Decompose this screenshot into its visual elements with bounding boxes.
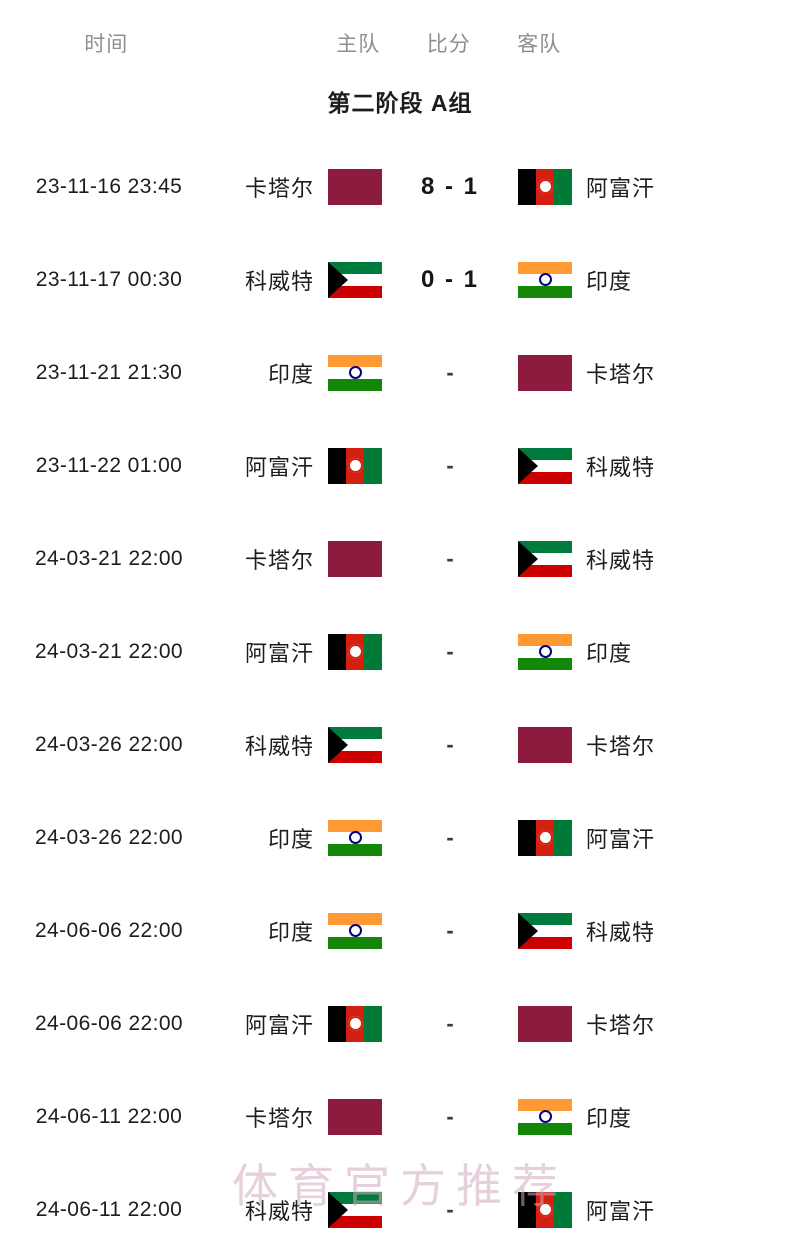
flag-india-icon: [328, 819, 382, 856]
match-time: 24-06-06 22:00: [34, 1011, 184, 1035]
table-row[interactable]: 23-11-21 21:30 印度 - 卡塔尔: [0, 326, 800, 419]
flag-india-icon: [328, 354, 382, 391]
header-home-team: 主队: [336, 33, 381, 56]
match-score: -: [446, 545, 454, 571]
home-team-name: 卡塔尔: [244, 1105, 314, 1131]
home-team-name: 科威特: [244, 268, 314, 294]
home-team-name: 科威特: [244, 733, 314, 759]
flag-afghanistan-icon: [518, 819, 572, 856]
away-team-name: 科威特: [586, 919, 656, 945]
table-row[interactable]: 24-03-21 22:00 阿富汗 - 印度: [0, 605, 800, 698]
flag-afghanistan-icon: [518, 168, 572, 205]
table-row[interactable]: 23-11-22 01:00 阿富汗 - 科威特: [0, 419, 800, 512]
match-score: -: [446, 452, 454, 478]
match-score: -: [446, 1103, 454, 1129]
match-time: 24-03-21 22:00: [34, 546, 184, 570]
match-score: -: [446, 917, 454, 943]
match-time: 23-11-22 01:00: [35, 453, 183, 477]
home-team-name: 科威特: [244, 1198, 314, 1224]
flag-kuwait-icon: [328, 261, 382, 298]
flag-qatar-icon: [518, 354, 572, 391]
flag-afghanistan-icon: [328, 447, 382, 484]
home-team-name: 印度: [267, 919, 314, 945]
table-header: 时间 主队 比分 客队: [0, 0, 800, 78]
match-time: 23-11-21 21:30: [35, 360, 183, 384]
header-time: 时间: [84, 33, 129, 56]
home-team-name: 印度: [267, 361, 314, 387]
match-score: -: [446, 1010, 454, 1036]
away-team-name: 卡塔尔: [586, 733, 656, 759]
flag-qatar-icon: [328, 168, 382, 205]
away-team-name: 阿富汗: [586, 826, 656, 852]
home-team-name: 阿富汗: [244, 454, 314, 480]
table-row[interactable]: 23-11-17 00:30 科威特 0 - 1 印度: [0, 233, 800, 326]
match-score: -: [446, 359, 454, 385]
home-team-name: 阿富汗: [244, 1012, 314, 1038]
flag-india-icon: [518, 633, 572, 670]
flag-kuwait-icon: [328, 1191, 382, 1228]
table-row[interactable]: 24-06-06 22:00 阿富汗 - 卡塔尔: [0, 977, 800, 1070]
header-score: 比分: [426, 33, 471, 56]
match-score: -: [446, 1196, 454, 1222]
flag-afghanistan-icon: [328, 633, 382, 670]
flag-qatar-icon: [518, 726, 572, 763]
match-list: 23-11-16 23:45 卡塔尔 8 - 1 阿富汗 23-11-17 00:30 科…: [0, 140, 800, 1256]
match-time: 24-03-21 22:00: [34, 639, 184, 663]
away-team-name: 阿富汗: [586, 1198, 656, 1224]
group-title: 第二阶段 A组: [327, 90, 473, 116]
match-score: -: [446, 824, 454, 850]
away-team-name: 科威特: [586, 454, 656, 480]
match-score: 8 - 1: [420, 172, 480, 200]
away-team-name: 印度: [586, 268, 633, 294]
flag-kuwait-icon: [328, 726, 382, 763]
flag-qatar-icon: [328, 1098, 382, 1135]
header-away-team: 客队: [517, 33, 562, 56]
table-row[interactable]: 24-06-06 22:00 印度 - 科威特: [0, 884, 800, 977]
home-team-name: 卡塔尔: [244, 547, 314, 573]
match-score: 0 - 1: [420, 265, 480, 293]
match-time: 23-11-17 00:30: [35, 267, 183, 291]
match-time: 24-03-26 22:00: [34, 825, 184, 849]
table-row[interactable]: 23-11-16 23:45 卡塔尔 8 - 1 阿富汗: [0, 140, 800, 233]
flag-india-icon: [328, 912, 382, 949]
match-time: 24-06-11 22:00: [35, 1104, 183, 1128]
table-row[interactable]: 24-06-11 22:00 卡塔尔 - 印度: [0, 1070, 800, 1163]
flag-india-icon: [518, 1098, 572, 1135]
away-team-name: 印度: [586, 1105, 633, 1131]
away-team-name: 卡塔尔: [586, 361, 656, 387]
away-team-name: 卡塔尔: [586, 1012, 656, 1038]
flag-afghanistan-icon: [518, 1191, 572, 1228]
home-team-name: 印度: [267, 826, 314, 852]
match-score: -: [446, 638, 454, 664]
flag-kuwait-icon: [518, 912, 572, 949]
away-team-name: 印度: [586, 640, 633, 666]
flag-qatar-icon: [518, 1005, 572, 1042]
home-team-name: 阿富汗: [244, 640, 314, 666]
away-team-name: 阿富汗: [586, 175, 656, 201]
flag-afghanistan-icon: [328, 1005, 382, 1042]
table-row[interactable]: 24-03-21 22:00 卡塔尔 - 科威特: [0, 512, 800, 605]
match-score: -: [446, 731, 454, 757]
flag-kuwait-icon: [518, 447, 572, 484]
match-time: 24-03-26 22:00: [34, 732, 184, 756]
match-time: 24-06-11 22:00: [35, 1197, 183, 1221]
match-time: 23-11-16 23:45: [35, 174, 183, 198]
flag-kuwait-icon: [518, 540, 572, 577]
away-team-name: 科威特: [586, 547, 656, 573]
flag-india-icon: [518, 261, 572, 298]
match-time: 24-06-06 22:00: [34, 918, 184, 942]
home-team-name: 卡塔尔: [244, 175, 314, 201]
flag-qatar-icon: [328, 540, 382, 577]
table-row[interactable]: 24-06-11 22:00 科威特 - 阿富汗: [0, 1163, 800, 1256]
table-row[interactable]: 24-03-26 22:00 印度 - 阿富汗: [0, 791, 800, 884]
table-row[interactable]: 24-03-26 22:00 科威特 - 卡塔尔: [0, 698, 800, 791]
